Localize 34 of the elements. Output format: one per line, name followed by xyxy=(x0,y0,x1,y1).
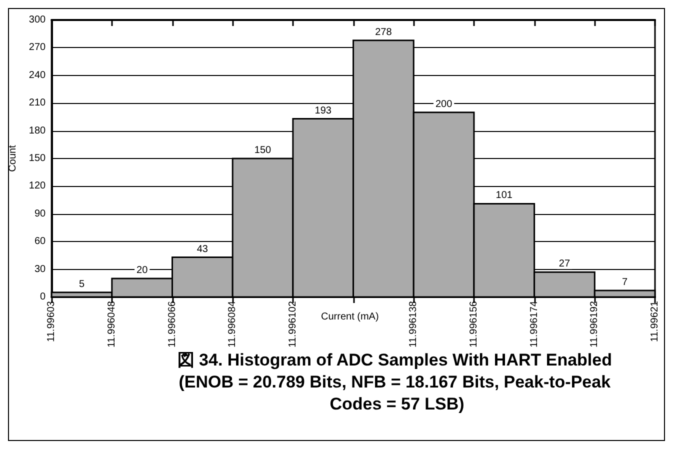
x-tick-label: 11.996192 xyxy=(589,300,600,348)
x-tick-label: 11.996048 xyxy=(106,300,118,348)
y-tick-label: 60 xyxy=(34,236,46,248)
x-tick-label: 11.996156 xyxy=(468,300,480,348)
data-label: 101 xyxy=(496,190,513,202)
data-label: 278 xyxy=(375,26,392,38)
x-tick-label: 11.996138 xyxy=(408,300,420,348)
x-tick-label: 11.99603 xyxy=(46,300,58,342)
x-tick-label: 11.996174 xyxy=(528,300,540,348)
y-tick-label: 0 xyxy=(40,292,46,302)
data-label: 7 xyxy=(622,277,628,288)
x-tick-label: 11.996084 xyxy=(227,300,238,348)
y-tick-label: 30 xyxy=(34,264,46,275)
data-label: 193 xyxy=(314,105,332,116)
y-tick-label: 210 xyxy=(28,98,46,109)
y-tick-label: 120 xyxy=(28,180,46,192)
text: 図 34. Histogram of ADC Samples With HART Enabled (ENOB = 20.789 Bits, NFB = 18.167 Bits, Peak-to-Peak Codes = 57 LSB) xyxy=(177,350,617,414)
y-axis-title: Count xyxy=(8,144,18,172)
y-tick-label: 150 xyxy=(28,153,46,164)
data-label: 5 xyxy=(78,278,85,290)
data-label: 27 xyxy=(558,258,570,270)
x-tick-label: 11.996102 xyxy=(287,300,298,348)
x-tick-label: 11.99621 xyxy=(650,300,660,342)
y-tick-label: 90 xyxy=(34,208,46,220)
data-label: 43 xyxy=(196,244,208,255)
data-label: 20 xyxy=(136,265,148,276)
y-tick-label: 240 xyxy=(28,70,46,81)
y-tick-label: 300 xyxy=(28,14,46,26)
y-tick-label: 180 xyxy=(28,125,46,136)
data-label: 200 xyxy=(435,98,453,110)
data-label: 150 xyxy=(254,145,272,156)
x-axis-title: Current (mA) xyxy=(321,312,379,322)
x-tick-label: 11.996066 xyxy=(166,300,178,348)
y-tick-label: 270 xyxy=(28,42,46,54)
